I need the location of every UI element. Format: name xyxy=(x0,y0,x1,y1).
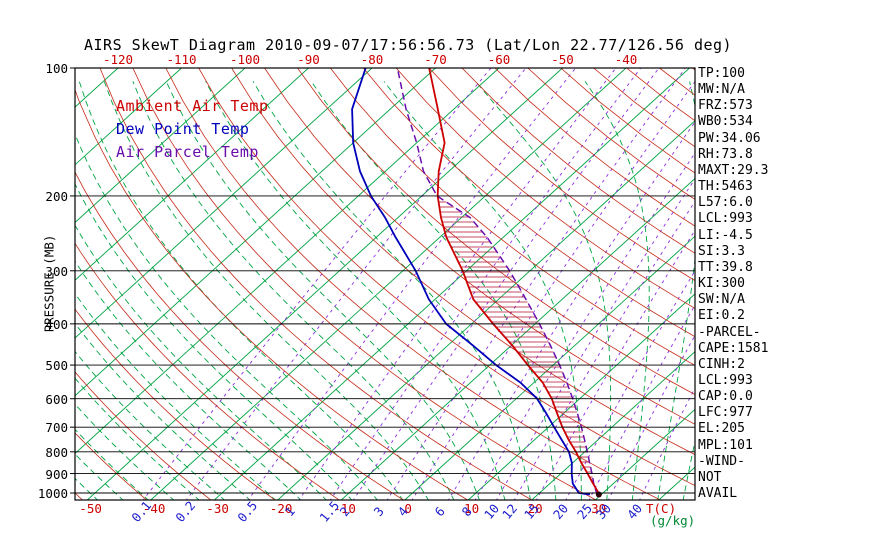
top-temp-tick-label: -40 xyxy=(614,52,638,67)
pressure-tick-label: 600 xyxy=(45,391,68,407)
stat-line: MPL:101 xyxy=(698,437,753,453)
stats-panel: TP:100 MW:N/A FRZ:573 WB0:534 PW:34.06 RH:73.… xyxy=(698,66,868,502)
top-temp-tick-label: -60 xyxy=(487,52,511,67)
bottom-temp-tick-label: -20 xyxy=(269,501,293,516)
bottom-temp-tick-label: 0 xyxy=(404,501,412,516)
bottom-temp-tick-label: 10 xyxy=(464,501,480,516)
chart-title: AIRS SkewT Diagram 2010-09-07/17:56:56.7… xyxy=(84,36,733,54)
legend-item: Dew Point Temp xyxy=(116,120,250,138)
stat-line: -PARCEL- xyxy=(698,324,761,340)
pressure-tick-label: 400 xyxy=(45,316,68,332)
stat-line: NOT xyxy=(698,469,722,485)
pressure-tick-label: 500 xyxy=(45,358,68,374)
bottom-temp-tick-label: -40 xyxy=(142,501,166,516)
stat-line: RH:73.8 xyxy=(698,146,753,162)
stat-line: WB0:534 xyxy=(698,114,753,130)
pressure-tick-label: 800 xyxy=(45,444,68,460)
stat-line: MW:N/A xyxy=(698,82,745,98)
stat-line: -WIND- xyxy=(698,453,745,469)
top-temp-tick-label: -100 xyxy=(229,52,261,67)
stat-line: EL:205 xyxy=(698,421,745,437)
mixing-ratio-unit-label: (g/kg) xyxy=(650,513,696,528)
top-temp-tick-label: -110 xyxy=(166,52,197,67)
pressure-tick-label: 700 xyxy=(45,420,68,436)
bottom-temp-tick-label: -50 xyxy=(79,501,102,516)
stat-line: CAPE:1581 xyxy=(698,340,769,356)
stat-line: CAP:0.0 xyxy=(698,389,753,405)
pressure-tick-label: 300 xyxy=(45,263,68,279)
bottom-temp-tick-label: 20 xyxy=(527,501,543,516)
stat-line: AVAIL xyxy=(698,486,738,502)
stat-line: LCL:993 xyxy=(698,211,753,227)
stat-line: TH:5463 xyxy=(698,179,753,195)
bottom-temp-tick-label: -30 xyxy=(206,501,229,516)
top-temp-tick-label: -90 xyxy=(297,52,320,67)
stat-line: MAXT:29.3 xyxy=(698,162,769,178)
stat-line: TP:100 xyxy=(698,66,745,81)
pressure-tick-label: 900 xyxy=(45,466,68,482)
bottom-temp-tick-label: -10 xyxy=(333,501,356,516)
top-temp-tick-label: -80 xyxy=(360,52,384,67)
top-temp-tick-label: -120 xyxy=(102,52,134,67)
legend-item: Ambient Air Temp xyxy=(116,97,269,115)
bottom-temp-tick-label: 30 xyxy=(591,501,607,516)
stat-line: LFC:977 xyxy=(698,405,753,421)
stat-line: FRZ:573 xyxy=(698,98,753,114)
stat-line: LCL:993 xyxy=(698,372,753,388)
stat-line: L57:6.0 xyxy=(698,195,753,211)
top-temp-tick-label: -70 xyxy=(424,52,447,67)
stat-line: EI:0.2 xyxy=(698,308,745,324)
stat-line: TT:39.8 xyxy=(698,259,753,275)
pressure-tick-label: 1000 xyxy=(37,486,68,501)
pressure-tick-label: 100 xyxy=(45,61,68,76)
stat-line: KI:300 xyxy=(698,276,745,292)
temp-unit-label: T(C) xyxy=(646,501,677,516)
pressure-tick-label: 200 xyxy=(45,188,68,204)
stat-line: CINH:2 xyxy=(698,356,745,372)
stat-line: PW:34.06 xyxy=(698,130,761,146)
top-temp-tick-label: -50 xyxy=(551,52,574,67)
stat-line: SW:N/A xyxy=(698,292,745,308)
stat-line: LI:-4.5 xyxy=(698,227,753,243)
legend-item: Air Parcel Temp xyxy=(116,143,259,161)
stat-line: SI:3.3 xyxy=(698,243,745,259)
